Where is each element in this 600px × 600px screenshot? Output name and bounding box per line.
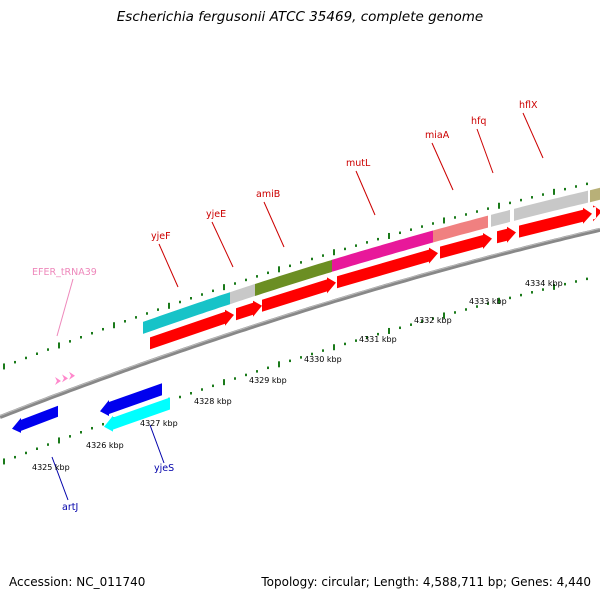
leader-line xyxy=(149,424,165,464)
gene-label-mutL[interactable]: mutL xyxy=(346,158,371,169)
cds-arrows xyxy=(150,205,600,350)
leader-line xyxy=(431,142,454,191)
gene-label-yjeS[interactable]: yjeS xyxy=(154,463,174,474)
cds-arrow xyxy=(150,309,234,350)
feature-yjeE xyxy=(230,284,255,305)
scale-label: 4326 kbp xyxy=(86,441,124,450)
genome-stats-text: Topology: circular; Length: 4,588,711 bp… xyxy=(261,575,591,589)
scale-label: 4331 kbp xyxy=(359,335,397,344)
scale-label: 4327 kbp xyxy=(140,419,178,428)
genome-backbone xyxy=(0,227,600,419)
leader-line xyxy=(263,201,285,248)
leader-line xyxy=(51,456,69,501)
label-leaders xyxy=(51,112,544,501)
gene-label-artJ[interactable]: artJ xyxy=(62,502,78,513)
feature-amiB xyxy=(255,259,332,296)
cds-arrow xyxy=(440,233,492,259)
page-title: Escherichia fergusonii ATCC 35469, compl… xyxy=(116,9,484,25)
leader-line xyxy=(56,278,74,337)
backbone-line xyxy=(0,227,600,419)
feature-extra xyxy=(590,187,600,203)
leader-line xyxy=(355,170,376,216)
backbone-highlight xyxy=(0,228,600,417)
trna-chevron-icon xyxy=(69,371,75,380)
scale-label: 4329 kbp xyxy=(249,376,287,385)
leader-line xyxy=(522,112,544,159)
scale-label: 4325 kbp xyxy=(32,463,70,472)
scale-label: 4333 kbp xyxy=(469,297,507,306)
gene-label-yjeE[interactable]: yjeE xyxy=(206,209,226,220)
feature-blocks xyxy=(12,187,600,433)
cds-arrow xyxy=(262,277,336,312)
feature-artJ xyxy=(12,405,58,433)
gene-label-amiB[interactable]: amiB xyxy=(256,189,280,200)
scale-labels: 4325 kbp 4326 kbp 4327 kbp 4328 kbp 4329… xyxy=(32,279,563,472)
scale-label: 4330 kbp xyxy=(304,355,342,364)
feature-yjeS xyxy=(104,397,170,432)
gene-label-hflX[interactable]: hflX xyxy=(519,100,538,111)
gene-label-yjeF[interactable]: yjeF xyxy=(151,231,171,242)
gene-label-hfq[interactable]: hfq xyxy=(471,116,486,127)
feature-hfq xyxy=(491,209,510,227)
cds-arrow xyxy=(236,300,262,321)
gene-labels: hflX hfq miaA mutL amiB yjeE yjeF EFER_t… xyxy=(32,100,538,513)
cds-arrow xyxy=(337,247,438,289)
feature-artJ-upper xyxy=(100,383,162,416)
gene-label-trna[interactable]: EFER_tRNA39 xyxy=(32,267,97,278)
cds-arrow xyxy=(497,226,516,244)
feature-mutL xyxy=(332,230,433,272)
trna-chevron-icon xyxy=(55,376,61,385)
feature-hflX xyxy=(514,190,588,221)
ticks-upper xyxy=(3,182,588,370)
accession-text: Accession: NC_011740 xyxy=(9,575,146,589)
leader-line xyxy=(476,128,494,174)
gene-label-miaA[interactable]: miaA xyxy=(425,130,450,141)
cds-arrow xyxy=(519,207,592,238)
trna-chevron-icon xyxy=(62,374,68,383)
cds-arrow xyxy=(593,205,600,222)
scale-label: 4332 kbp xyxy=(414,316,452,325)
scale-label: 4328 kbp xyxy=(194,397,232,406)
leader-line xyxy=(211,221,234,268)
feature-yjeF xyxy=(143,292,230,334)
leader-line xyxy=(158,243,179,288)
scale-label: 4334 kbp xyxy=(525,279,563,288)
feature-miaA xyxy=(433,215,488,243)
